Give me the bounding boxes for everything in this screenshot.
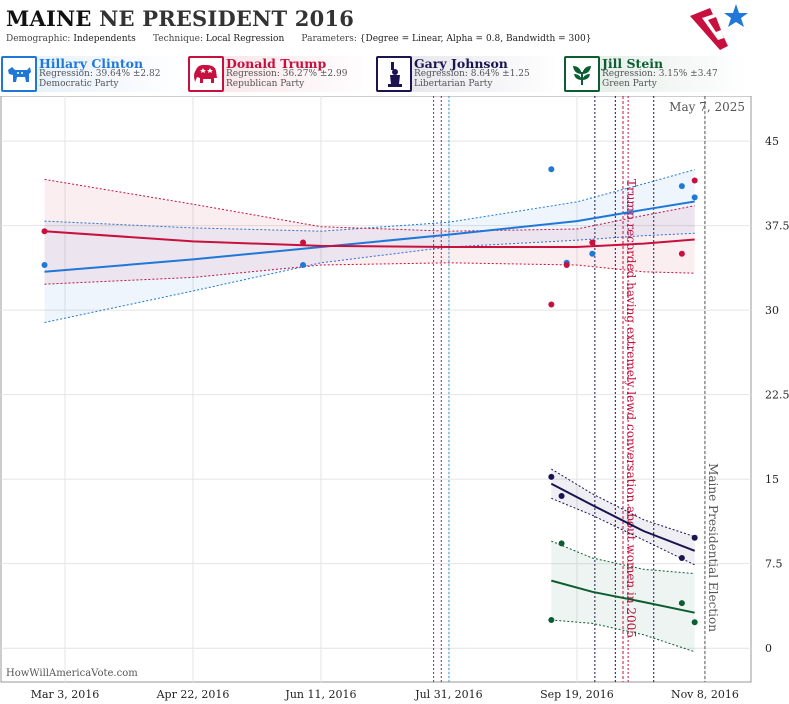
candidate-legend: Hillary Clinton Regression: 39.64% ±2.82… xyxy=(0,56,789,94)
parameters-line: Demographic: Independents Technique: Loc… xyxy=(6,34,591,44)
poll-point xyxy=(691,619,698,626)
site-logo-icon xyxy=(690,4,748,50)
parameters-label: Parameters: xyxy=(301,34,357,44)
elephant-icon xyxy=(188,56,224,92)
x-tick-label: Nov 8, 2016 xyxy=(671,688,739,701)
y-tick-label: 45 xyxy=(765,135,779,148)
footer-site-name: HowWillAmericaVote.com xyxy=(6,668,138,679)
green-leaf-icon xyxy=(564,56,600,92)
candidate-party: Democratic Party xyxy=(39,79,119,89)
demographic-value: Independents xyxy=(73,34,136,44)
regression-chart: 0 7.5 15 22.5 30 37.5 45 Mar 3, 2016 Apr 22, 201… xyxy=(0,96,789,701)
title-state: MAINE xyxy=(6,6,92,31)
upper-bound-line xyxy=(551,468,695,538)
poll-point xyxy=(300,239,307,246)
regression-line xyxy=(551,579,695,614)
y-tick-label: 30 xyxy=(765,304,779,317)
candidate-party: Libertarian Party xyxy=(414,79,493,89)
poll-point xyxy=(563,262,570,269)
poll-point xyxy=(691,177,698,184)
poll-point xyxy=(41,228,48,235)
poll-point xyxy=(589,250,596,257)
poll-point xyxy=(691,534,698,541)
lower-bound-line xyxy=(44,262,695,285)
candidate-clinton: Hillary Clinton Regression: 39.64% ±2.82… xyxy=(1,56,185,92)
demographic-label: Demographic: xyxy=(6,34,71,44)
candidate-johnson: Gary Johnson Regression: 8.64% ±1.25 Lib… xyxy=(376,56,560,92)
poll-point xyxy=(548,166,555,173)
lower-bound-line xyxy=(551,497,695,566)
poll-point xyxy=(678,555,685,562)
x-tick-label: Mar 3, 2016 xyxy=(31,688,100,701)
technique-label: Technique: xyxy=(152,34,203,44)
poll-point xyxy=(678,183,685,190)
poll-point xyxy=(300,262,307,269)
x-tick-label: Jul 31, 2016 xyxy=(414,688,483,701)
title-rest: NE PRESIDENT 2016 xyxy=(99,6,355,31)
candidate-stein: Jill Stein Regression: 3.15% ±3.47 Green… xyxy=(564,56,748,92)
plot-frame xyxy=(0,96,752,683)
candidate-party: Republican Party xyxy=(226,79,305,89)
date-label: May 7, 2025 xyxy=(669,100,745,114)
donkey-icon xyxy=(1,56,37,92)
y-tick-label: 0 xyxy=(765,642,772,655)
regression-line xyxy=(44,200,695,273)
poll-point xyxy=(589,239,596,246)
candidate-trump: Donald Trump Regression: 36.27% ±2.99 Re… xyxy=(188,56,372,92)
poll-point xyxy=(678,250,685,257)
poll-point xyxy=(558,493,565,500)
x-tick-label: Apr 22, 2016 xyxy=(156,688,230,701)
poll-point xyxy=(41,262,48,269)
candidate-name: Hillary Clinton xyxy=(39,56,144,71)
upper-bound-line xyxy=(44,178,695,232)
liberty-statue-icon xyxy=(376,56,412,92)
poll-point xyxy=(678,600,685,607)
upper-bound-line xyxy=(44,169,695,232)
poll-point xyxy=(558,540,565,547)
annotation-label: Maine Presidential Election xyxy=(706,463,720,632)
x-tick-label: Jun 11, 2016 xyxy=(284,688,356,701)
candidate-name: Gary Johnson xyxy=(414,56,508,71)
candidate-regression: Regression: 39.64% ±2.82 xyxy=(39,69,161,79)
poll-point xyxy=(548,617,555,624)
poll-point xyxy=(548,473,555,480)
page-title: MAINE NE PRESIDENT 2016 xyxy=(6,6,354,31)
x-tick-label: Sep 19, 2016 xyxy=(540,688,614,701)
lower-bound-line xyxy=(551,619,695,653)
poll-point xyxy=(548,301,555,308)
y-tick-label: 22.5 xyxy=(765,389,789,402)
candidate-regression: Regression: 8.64% ±1.25 xyxy=(414,69,530,79)
poll-point xyxy=(691,194,698,201)
technique-value: Local Regression xyxy=(205,34,285,44)
candidate-party: Green Party xyxy=(602,79,657,89)
confidence-band xyxy=(551,469,695,565)
candidate-name: Jill Stein xyxy=(602,56,664,71)
y-tick-label: 7.5 xyxy=(765,558,783,571)
candidate-regression: Regression: 36.27% ±2.99 xyxy=(226,69,348,79)
candidate-name: Donald Trump xyxy=(226,56,327,71)
parameters-value: {Degree = Linear, Alpha = 0.8, Bandwidth… xyxy=(359,34,592,44)
y-tick-label: 37.5 xyxy=(765,220,789,233)
candidate-regression: Regression: 3.15% ±3.47 xyxy=(602,69,718,79)
confidence-band xyxy=(551,541,695,652)
regression-line xyxy=(550,482,696,552)
y-tick-label: 15 xyxy=(765,473,779,486)
regression-line xyxy=(44,230,695,248)
